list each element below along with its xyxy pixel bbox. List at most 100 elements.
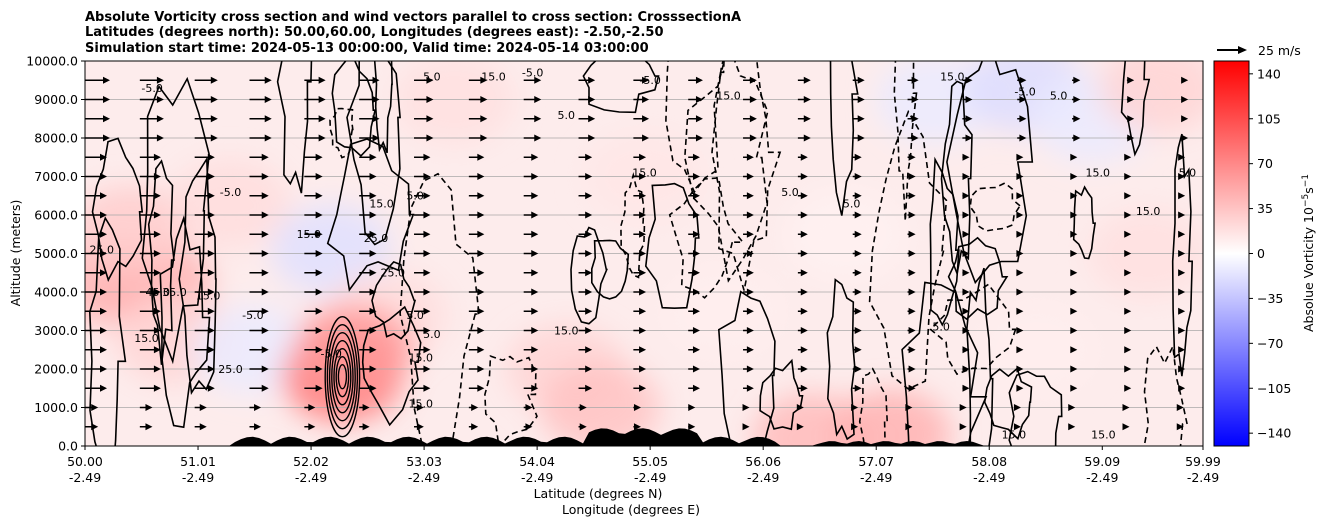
x-tick-label-lat: 59.09 — [1084, 454, 1120, 469]
colorbar-label: Absolue Vorticity 10−5s−1 — [1301, 174, 1316, 332]
wind-vector-head — [477, 327, 485, 334]
wind-vector-head — [803, 134, 811, 142]
wind-vector-head — [103, 115, 110, 123]
wind-vector-head — [1124, 307, 1132, 315]
wind-vector-head — [854, 307, 862, 315]
quiver-key: 25 m/s — [1217, 43, 1301, 58]
wind-vector-head — [1124, 230, 1132, 238]
wind-vector-head — [199, 423, 207, 431]
contour-line — [570, 226, 608, 325]
wind-vector-head — [746, 173, 754, 180]
wind-vector-head — [692, 384, 700, 392]
wind-vector-head — [800, 384, 808, 392]
quiver-key-arrowhead — [1238, 46, 1247, 54]
wind-vector-head — [534, 134, 542, 142]
wind-vector-head — [639, 153, 647, 161]
wind-vector-head — [1181, 76, 1189, 84]
contour-label: 15.0 — [554, 324, 579, 337]
wind-vector-head — [480, 134, 488, 142]
wind-vector-head — [962, 250, 970, 257]
wind-vector-head — [962, 192, 970, 200]
contour-line — [333, 348, 352, 406]
wind-vector-head — [585, 288, 593, 296]
wind-vector-head — [692, 327, 700, 334]
wind-vector-head — [585, 346, 593, 354]
contour-label: 15.0 — [481, 70, 506, 83]
wind-vector-head — [1178, 307, 1186, 315]
wind-vector-head — [1016, 250, 1024, 257]
wind-vector-head — [372, 115, 380, 123]
colorbar-tick-label: 105 — [1257, 111, 1281, 126]
x-tick-label-lat: 52.02 — [293, 454, 329, 469]
wind-vector-head — [854, 250, 862, 257]
wind-vector-head — [525, 404, 533, 411]
wind-vector-head — [156, 76, 164, 84]
wind-vector-head — [854, 269, 862, 277]
wind-vector-head — [254, 423, 262, 431]
wind-vector-head — [261, 250, 269, 257]
wind-vector-head — [800, 365, 808, 373]
contour-line — [711, 61, 782, 291]
wind-vector-head — [477, 384, 485, 392]
contour-line — [361, 305, 422, 427]
contour-line — [966, 267, 994, 446]
wind-vector-head — [908, 173, 916, 180]
wind-vector-head — [854, 288, 862, 296]
contour-line — [324, 316, 361, 438]
x-tick-label-lat: 53.03 — [406, 454, 442, 469]
wind-vector-head — [423, 153, 431, 161]
wind-vector-head — [207, 365, 215, 373]
wind-vector-head — [854, 211, 862, 219]
contour-line — [893, 61, 918, 222]
title-line-2: Latitudes (degrees north): 50.00,60.00, … — [85, 25, 664, 40]
wind-vector-head — [423, 288, 431, 296]
wind-vector-head — [854, 173, 862, 180]
wind-vector-head — [585, 384, 593, 392]
wind-vector-head — [1016, 346, 1024, 354]
wind-vector-head — [911, 76, 919, 84]
wind-vector-head — [261, 346, 269, 354]
contour-line — [88, 216, 127, 446]
title-line-1: Absolute Vorticity cross section and win… — [85, 10, 741, 25]
wind-vector-head — [1070, 384, 1078, 392]
contour-line — [683, 61, 769, 283]
field-region — [394, 61, 515, 145]
wind-vector-head — [207, 327, 215, 334]
y-tick-label: 1000.0 — [34, 400, 78, 415]
wind-vector-head — [416, 404, 424, 411]
wind-vector-head — [688, 404, 696, 411]
wind-vector-head — [639, 250, 647, 257]
wind-vector-head — [207, 173, 215, 180]
x-tick-label-lat: 57.07 — [858, 454, 894, 469]
wind-vector-head — [477, 307, 485, 315]
wind-vector-head — [207, 384, 215, 392]
wind-vector-head — [261, 288, 269, 296]
wind-vector-head — [692, 211, 700, 219]
x-tick-label-lon: -2.49 — [747, 470, 779, 485]
wind-vector-head — [1127, 115, 1135, 123]
wind-vector-head — [639, 269, 647, 277]
wind-vector-head — [1178, 211, 1186, 219]
wind-vector-head — [477, 192, 485, 200]
contour-line — [644, 182, 700, 310]
wind-vector-head — [261, 211, 269, 219]
field-region — [976, 304, 1097, 395]
wind-vector-head — [531, 173, 539, 180]
contour-line — [91, 137, 144, 282]
wind-vector-head — [742, 404, 750, 411]
contour-line — [929, 283, 1017, 376]
colorbar-ticks: 140 105 70 35 0 −35 −70 −105 −140 — [1249, 66, 1291, 441]
wind-vector-head — [318, 134, 326, 142]
colorbar-gradient — [1213, 60, 1250, 447]
wind-vector-head — [531, 346, 539, 354]
wind-vector-head — [534, 115, 542, 123]
wind-vector-head — [749, 134, 757, 142]
wind-vector-head — [962, 365, 970, 373]
wind-vector-head — [477, 211, 485, 219]
wind-vector-head — [579, 404, 587, 411]
wind-vector-head — [100, 173, 107, 180]
wind-vector-head — [261, 307, 269, 315]
contour-line — [373, 61, 393, 154]
wind-vector-head — [477, 250, 485, 257]
wind-vector-head — [800, 327, 808, 334]
